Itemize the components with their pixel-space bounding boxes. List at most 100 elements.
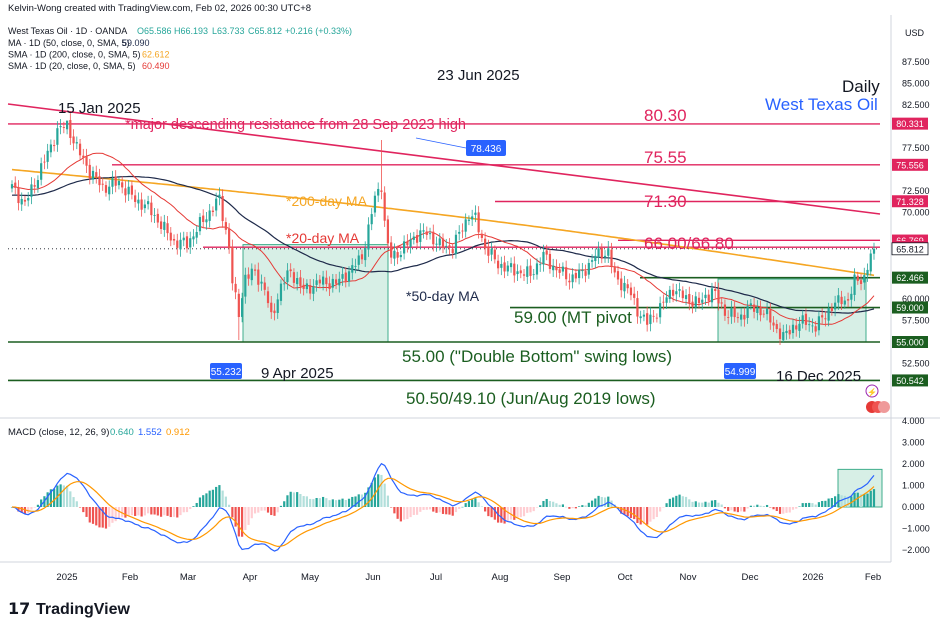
price-tag-text: 71.328 <box>896 197 924 207</box>
candle-body <box>276 299 279 313</box>
candle-body <box>364 248 367 261</box>
macd-bar <box>733 507 736 512</box>
macd-bar <box>759 505 762 507</box>
candle-body <box>257 269 260 285</box>
ma50-label: *50-day MA <box>406 288 480 304</box>
macd-bar <box>863 493 866 507</box>
macd-bar <box>85 507 88 517</box>
macd-bar <box>772 507 775 510</box>
macd-bar <box>824 500 827 507</box>
macd-bar <box>542 500 545 507</box>
macd-bar <box>435 507 438 513</box>
candle-body <box>840 296 843 305</box>
macd-bar <box>866 493 869 507</box>
macd-bar <box>390 507 393 508</box>
price-tick-label: 52.500 <box>902 359 930 369</box>
macd-bar <box>694 501 697 507</box>
price-tick-label: 85.000 <box>902 78 930 88</box>
candle-body <box>752 304 756 312</box>
macd-bar <box>671 497 675 507</box>
candle-body <box>493 249 496 260</box>
macd-bar <box>399 507 402 522</box>
candle-body <box>415 235 419 243</box>
candle-body <box>743 314 746 320</box>
candle-body <box>312 286 315 294</box>
candle-body <box>296 278 299 285</box>
macd-bar <box>182 507 185 513</box>
candles-group <box>10 113 876 345</box>
candle-body <box>480 233 483 238</box>
macd-bar <box>347 498 351 507</box>
macd-bar <box>185 507 189 513</box>
price-tag-box <box>892 158 928 171</box>
candle-body <box>701 299 704 303</box>
candle-body <box>224 222 227 230</box>
candle-body <box>571 274 574 283</box>
macd-bar <box>117 507 121 519</box>
time-tick-label: Apr <box>243 572 258 583</box>
candle-body <box>484 238 487 249</box>
macd-bar <box>312 499 315 507</box>
candle-body <box>477 212 480 233</box>
macd-histogram-group <box>10 474 876 537</box>
candle-body <box>639 316 642 319</box>
price-tag-box <box>892 195 928 208</box>
macd-bar <box>587 502 590 507</box>
candle-body <box>143 204 146 209</box>
candle-body <box>273 310 276 314</box>
macd-bar <box>795 507 798 509</box>
macd-bar <box>127 507 130 516</box>
candle-body <box>859 280 863 284</box>
candle-body <box>147 201 150 205</box>
ma50-line <box>11 175 875 314</box>
macd-bar <box>176 507 179 518</box>
candle-body <box>198 217 202 232</box>
candle-body <box>10 184 14 189</box>
lightning-icon <box>865 384 879 398</box>
macd-bar <box>172 507 176 517</box>
macd-bar <box>552 501 555 507</box>
candle-body <box>671 289 675 296</box>
candle-body <box>43 161 46 163</box>
macd-bar <box>334 500 338 507</box>
macd-bar <box>53 488 56 507</box>
candle-body <box>759 306 762 316</box>
macd-tick-label: 3.000 <box>902 438 925 448</box>
macd-bar <box>325 498 328 507</box>
candle-body <box>111 178 114 187</box>
candle-body <box>646 313 649 325</box>
candle-body <box>655 317 658 319</box>
macd-bar <box>655 507 658 518</box>
macd-bar <box>403 507 406 520</box>
candle-body <box>153 215 156 216</box>
macd-bar <box>752 505 756 507</box>
macd-bar <box>678 494 681 507</box>
candle-body <box>834 302 837 310</box>
macd-bar <box>78 507 82 508</box>
candle-body <box>649 314 652 325</box>
candle-body <box>471 216 474 220</box>
candle-body <box>130 185 134 195</box>
candle-body <box>56 128 59 145</box>
ma-legend-label: MA · 1D (50, close, 0, SMA, 5) <box>8 38 130 48</box>
candle-body <box>866 269 869 276</box>
macd-bar <box>364 492 367 507</box>
candle-body <box>221 196 224 222</box>
macd-bar <box>565 506 568 508</box>
level-55-label: 55.00 ("Double Bottom" swing lows) <box>402 347 672 366</box>
macd-bar <box>111 507 114 523</box>
macd-bar <box>662 507 665 508</box>
candle-body <box>464 219 467 232</box>
macd-bar <box>270 507 273 516</box>
candle-body <box>114 176 117 186</box>
candle-body <box>253 269 257 271</box>
macd-bar <box>373 477 377 507</box>
macd-bar <box>454 507 458 513</box>
macd-bar <box>383 483 386 507</box>
lightning-glyph: ⚡ <box>867 387 877 397</box>
macd-bar <box>636 507 639 524</box>
candle-body <box>846 299 850 301</box>
candle-body <box>360 254 364 260</box>
macd-bar <box>623 507 626 515</box>
macd-bar <box>639 507 642 525</box>
